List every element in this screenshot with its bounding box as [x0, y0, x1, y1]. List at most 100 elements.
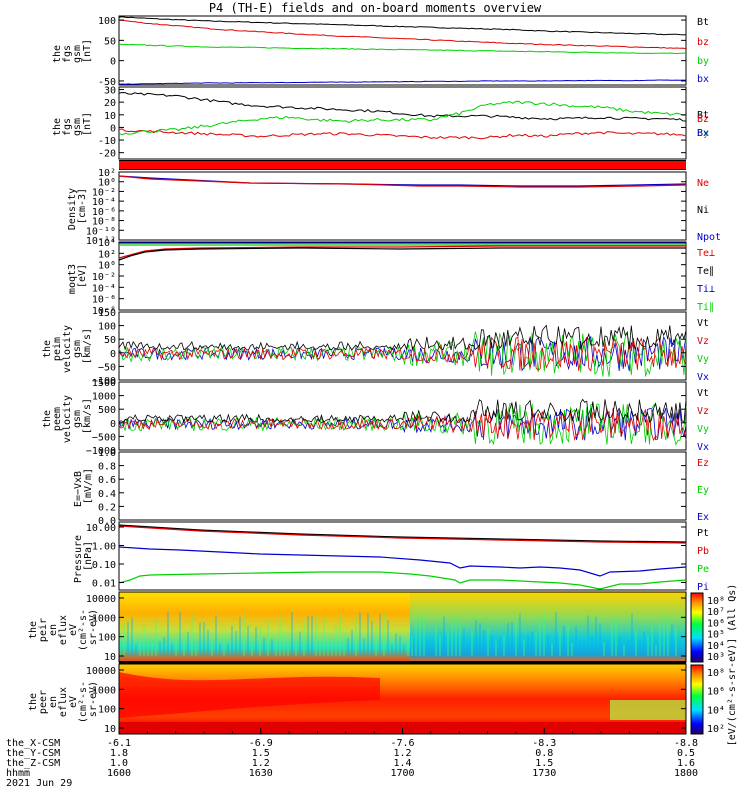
elspec-ylabel-2: peer	[38, 690, 49, 714]
ionspec-ylabel-2: peir	[38, 618, 49, 642]
p2-ytick: 10	[104, 111, 116, 122]
p5-legend-item: Vy	[697, 354, 709, 365]
p10-cbar-tick: 10⁸	[707, 668, 725, 679]
p1-legend-by: by	[697, 56, 709, 67]
p9-cbar-tick: 10⁶	[707, 618, 725, 629]
p3-ytick: 10²	[98, 168, 116, 179]
xaxis-tick-label: 1.6	[677, 758, 695, 769]
p8-ytick: 10.00	[86, 523, 116, 534]
p4-ytick: 10⁴	[98, 238, 116, 249]
p1-series-bz	[119, 19, 687, 50]
p6-legend-item: Vz	[697, 406, 709, 417]
p6-series-vz	[118, 407, 687, 442]
p7-legend-item: Ex	[697, 512, 709, 523]
xaxis-row-label: the_X-CSM	[6, 738, 60, 749]
elspec-ylabel-3: en	[48, 696, 59, 708]
p3-legend-item: Npot	[697, 232, 721, 243]
ionspec-ylabel-3: en	[48, 624, 59, 636]
p5-ytick: −100	[92, 376, 116, 387]
p6-ytick: 1000	[92, 392, 116, 403]
elvel-ylabel-4: gsm	[72, 410, 83, 428]
p5-ytick: 150	[98, 308, 116, 319]
p9-ytick: 1000	[92, 613, 116, 624]
xaxis-tick-label: 1.5	[535, 758, 553, 769]
panel-2-ylabel: the fgs gsm [nT]	[52, 112, 93, 136]
svg-text:Pressure [nPa]: Pressure [nPa]	[73, 529, 94, 583]
colorbar-title: [eV/(cm²-s-sr-eV)] (All Qs)	[727, 584, 738, 747]
p6-legend-item: Vt	[697, 388, 709, 399]
svg-text:E=−VxB [mV/m]: E=−VxB [mV/m]	[73, 465, 94, 507]
p1-ytick: 100	[98, 16, 116, 27]
p2-series-bt	[118, 91, 687, 122]
p3-ytick: 10⁻¹²	[86, 236, 116, 247]
panel-electron-spectrogram: 10000 1000 100 10 the peer en eflux eV (cm²…	[28, 661, 725, 735]
density-ylabel-2: [cm-3]	[77, 188, 88, 224]
ionvel-ylabel-4: gsm	[72, 340, 83, 358]
p5-legend-item: Vz	[697, 336, 709, 347]
p1-series-bt	[118, 16, 687, 36]
p4-ytick: 10⁻²	[92, 272, 116, 283]
p4-legend-item: Ti∥	[697, 302, 714, 313]
p2-legend-by: By	[697, 128, 709, 139]
xaxis-row-label: the_Y-CSM	[6, 748, 60, 759]
p2-legend-bx: Bx	[697, 128, 709, 139]
p1-ytick: 0	[110, 57, 116, 68]
elvel-ylabel-1: the	[42, 410, 53, 428]
p5-series-vt	[118, 324, 687, 352]
xaxis-tick-label: -6.1	[107, 738, 131, 749]
elspec-ylabel-1: the	[28, 693, 39, 711]
p8-legend-item: Pt	[697, 528, 709, 539]
p2-ytick: -10	[98, 136, 116, 147]
p9-ytick: 10	[104, 652, 116, 663]
p4-legend-item: Te∥	[697, 266, 714, 277]
elvel-ylabel-3: velocity	[62, 395, 73, 443]
p3-ytick: 10⁻⁶	[92, 207, 116, 218]
efield-ylabel-1: E=−VxB	[73, 471, 84, 507]
xaxis-tick-label: 1.8	[110, 748, 128, 759]
elspec-ylabel-4: eflux	[58, 687, 69, 717]
p2-ytick: 20	[104, 98, 116, 109]
svg-text:the peir en: the peir en eflux eV (cm²-s- sr-eV)	[28, 603, 99, 651]
p1-ytick: 50	[104, 36, 116, 47]
panel-ion-velocity: 150 100 50 0 −50 −100 the peim velocity gsm […	[42, 308, 709, 387]
xaxis-tick-label: -6.9	[249, 738, 273, 749]
p6-ytick: 1500	[92, 378, 116, 389]
elspec-ylabel-7: sr-eV)	[88, 681, 99, 717]
p2-ytick: 30	[104, 86, 116, 97]
xaxis-row-label: the_Z-CSM	[6, 758, 60, 769]
p4-ytick: 10⁻⁸	[92, 306, 116, 317]
p8-legend-item: Pb	[697, 546, 709, 557]
ionvel-ylabel-3: velocity	[62, 325, 73, 373]
p9-ytick: 100	[98, 633, 116, 644]
p1-series-bx	[118, 79, 687, 85]
p4-ytick: 10⁰	[98, 261, 116, 272]
temp-ylabel-2: [eV]	[77, 264, 88, 288]
p1-series-by	[118, 43, 687, 55]
p2-series-by	[118, 100, 687, 136]
p5-legend-item: Vx	[697, 372, 709, 383]
p6-series-vx	[118, 407, 687, 441]
ion-colorbar	[690, 592, 704, 663]
p9-cbar-tick: 10⁴	[707, 641, 725, 652]
elvel-ylabel-2: peem	[52, 407, 63, 431]
p10-cbar-tick: 10⁴	[707, 705, 725, 716]
p10-ytick: 10	[104, 724, 116, 735]
p2-legend-bz: Bz	[697, 114, 709, 125]
p6-ytick: 0	[110, 419, 116, 430]
ionvel-ylabel-1: the	[42, 340, 53, 358]
p8-legend-item: Pi	[697, 582, 709, 593]
p8-ytick: 0.01	[92, 579, 116, 590]
p3-ytick: 10⁻⁴	[92, 197, 116, 208]
p9-cbar-tick: 10⁸	[707, 596, 725, 607]
xaxis-tick-label: 1.2	[252, 758, 270, 769]
efield-ylabel-2: [mV/m]	[83, 468, 94, 504]
ionvel-ylabel-2: peim	[52, 337, 63, 361]
ionspec-ylabel-7: sr-eV)	[88, 609, 99, 645]
p1-legend-bt: Bt	[697, 17, 709, 28]
p6-legend-item: Vy	[697, 424, 709, 435]
svg-text:the peim velocity: the peim velocity gsm [km/s]	[42, 319, 93, 373]
